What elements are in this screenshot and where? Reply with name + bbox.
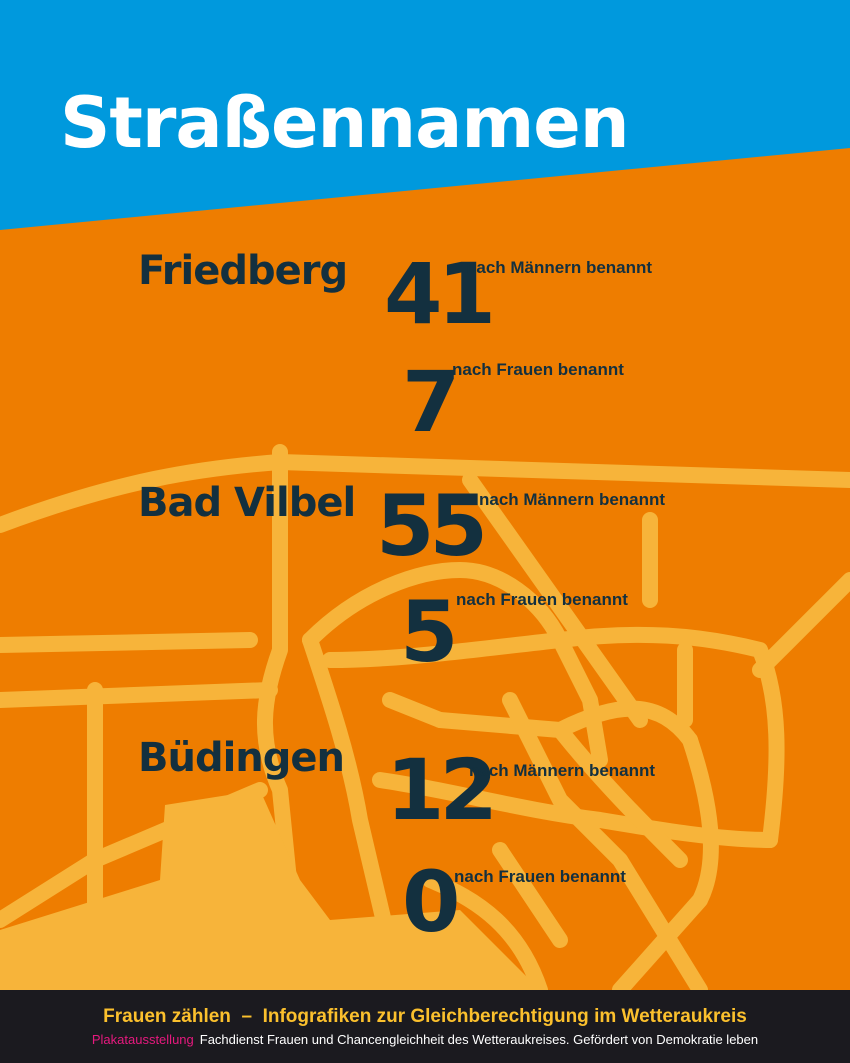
men-count: 12 bbox=[386, 741, 498, 839]
header-banner bbox=[0, 0, 850, 230]
city-name: Friedberg bbox=[138, 248, 348, 294]
men-label: nach Männern benannt bbox=[469, 761, 656, 780]
women-label: nach Frauen benannt bbox=[452, 360, 624, 379]
women-label: nach Frauen benannt bbox=[456, 590, 628, 609]
footer: Frauen zählen – Infografiken zur Gleichb… bbox=[0, 990, 850, 1063]
women-count: 7 bbox=[402, 353, 460, 451]
footer-credits: Fachdienst Frauen und Chancengleichheit … bbox=[199, 1032, 759, 1047]
page-title: Straßennamen bbox=[60, 82, 630, 164]
men-count: 55 bbox=[376, 477, 488, 575]
footer-credits-line: Plakatausstellung Fachdienst Frauen und C… bbox=[0, 1032, 850, 1047]
footer-headline: Frauen zählen – Infografiken zur Gleichb… bbox=[103, 1006, 747, 1027]
background-map bbox=[0, 0, 850, 990]
men-count: 41 bbox=[384, 245, 496, 343]
footer-tag: Plakatausstellung bbox=[91, 1032, 194, 1047]
women-count: 0 bbox=[402, 853, 460, 951]
women-count: 5 bbox=[400, 583, 458, 681]
city-name: Büdingen bbox=[138, 735, 345, 781]
street-map-illustration bbox=[0, 444, 850, 990]
men-label: nach Männern benannt bbox=[479, 490, 666, 509]
city-name: Bad Vilbel bbox=[138, 480, 356, 526]
men-label: nach Männern benannt bbox=[466, 258, 653, 277]
women-label: nach Frauen benannt bbox=[454, 867, 626, 886]
park-area bbox=[0, 790, 540, 990]
